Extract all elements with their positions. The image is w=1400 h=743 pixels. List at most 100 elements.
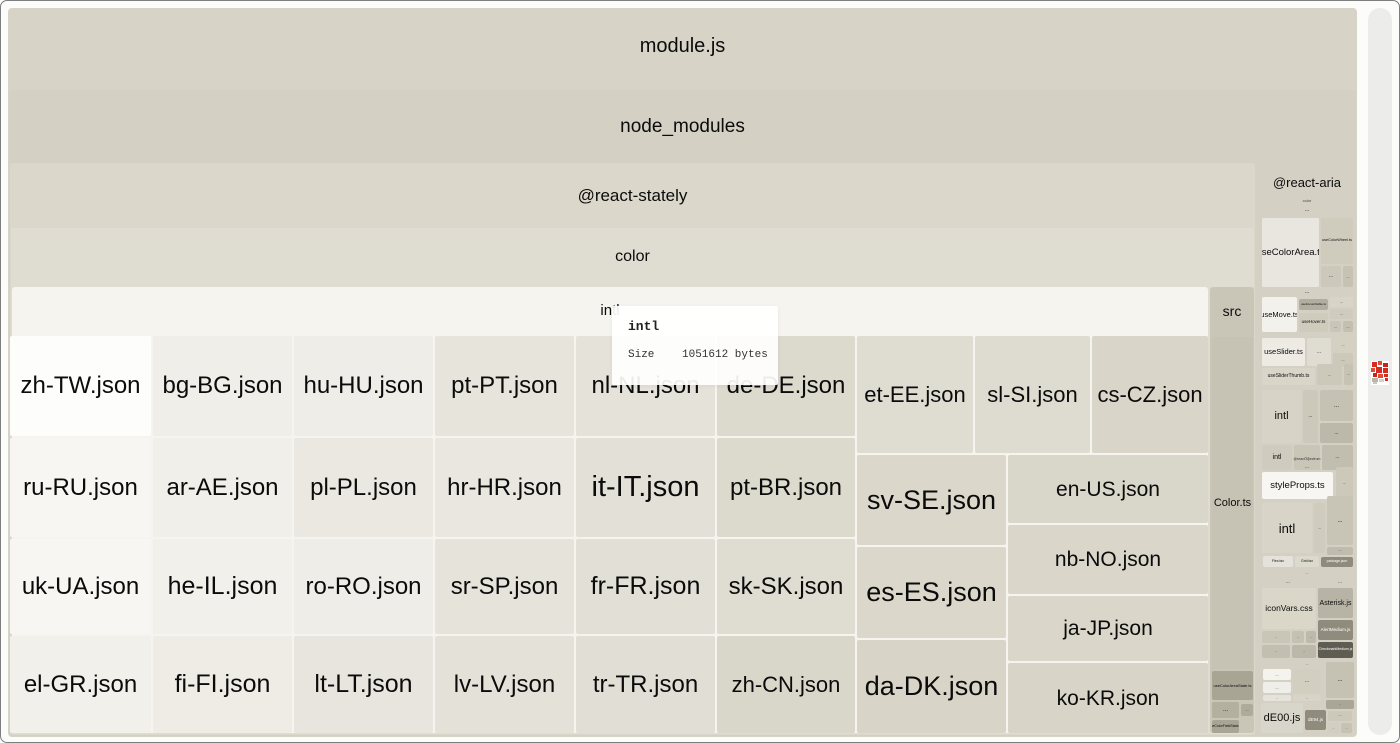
cell-usefocusvisible-ts[interactable]: useFocusVisible.ts — [1299, 299, 1328, 310]
cell-pt-pt-json[interactable]: pt-PT.json — [435, 336, 574, 436]
treemap-cell[interactable]: ... — [1263, 695, 1291, 701]
cell-tr-tr-json[interactable]: tr-TR.json — [576, 636, 715, 733]
cell-lv-lv-json[interactable]: lv-LV.json — [435, 636, 574, 733]
treemap-cell[interactable]: ... — [1343, 321, 1353, 332]
treemap-cell[interactable]: ... — [1262, 645, 1290, 658]
cell-bg-bg-json[interactable]: bg-BG.json — [153, 336, 292, 436]
cell-de94-js[interactable]: dE94.js — [1305, 710, 1326, 730]
treemap-cell[interactable]: ... — [1285, 578, 1291, 585]
treemap-cell[interactable]: ... — [1241, 704, 1253, 716]
treemap-cell[interactable]: ... — [1337, 578, 1343, 585]
cell-zh-cn-json[interactable]: zh-CN.json — [717, 636, 855, 733]
cell-da-dk-json[interactable]: da-DK.json — [857, 640, 1006, 733]
treemap-cell[interactable]: ... — [1328, 723, 1339, 733]
treemap-cell[interactable]: ... — [1333, 353, 1353, 366]
treemap-cell[interactable]: ... — [1317, 364, 1342, 385]
cell-sl-si-json[interactable]: sl-SI.json — [975, 336, 1090, 453]
cell-hu-hu-json[interactable]: hu-HU.json — [294, 336, 433, 436]
cell-styleprops-ts[interactable]: styleProps.ts — [1262, 472, 1333, 499]
cell-fr-fr-json[interactable]: fr-FR.json — [576, 539, 715, 634]
treemap-cell[interactable]: ... — [1326, 700, 1354, 709]
cell-ja-jp-json[interactable]: ja-JP.json — [1008, 596, 1208, 661]
cell-zh-tw-json[interactable]: zh-TW.json — [10, 336, 151, 436]
treemap-cell[interactable]: ... — [1305, 569, 1309, 575]
cell-usecolorfieldstate-ts[interactable]: useColorFieldState.ts — [1212, 720, 1239, 733]
treemap-cell[interactable]: ... — [1326, 662, 1354, 698]
cell-package-json[interactable]: package.json — [1321, 557, 1353, 567]
treemap-cell[interactable]: ... — [1304, 207, 1310, 213]
cell-sr-sp-json[interactable]: sr-SP.json — [435, 539, 574, 634]
treemap-cell[interactable]: ... — [1293, 695, 1321, 701]
treemap-cell[interactable]: ... — [1262, 631, 1290, 643]
cell-he-il-json[interactable]: he-IL.json — [153, 539, 292, 634]
cell-intl[interactable]: intl — [1262, 445, 1292, 470]
cell-cs-cz-json[interactable]: cs-CZ.json — [1092, 336, 1208, 453]
treemap-cell[interactable]: ... — [1292, 631, 1304, 643]
treemap-cell[interactable]: ... — [1305, 660, 1309, 666]
treemap-cell[interactable]: ... — [1320, 390, 1353, 421]
treemap-cell[interactable]: ... — [1330, 309, 1353, 319]
cell-ar-ae-json[interactable]: ar-AE.json — [153, 438, 292, 537]
cell-uk-ua-json[interactable]: uk-UA.json — [10, 539, 151, 634]
treemap-cell[interactable]: ... — [1330, 321, 1341, 332]
treemap-cell[interactable]: ... — [1263, 682, 1291, 693]
cell-intl[interactable]: intl — [1262, 503, 1312, 553]
cell-usecolorareastate-ts[interactable]: useColorAreaState.ts — [1212, 671, 1253, 700]
treemap-cell[interactable]: ... — [1327, 496, 1353, 545]
cell-checkmarkmedium-js[interactable]: CheckmarkMedium.js — [1318, 642, 1353, 658]
cell-useslider-ts[interactable]: useSlider.ts — [1262, 338, 1305, 366]
cell-iconvars-css[interactable]: iconVars.css — [1262, 588, 1316, 629]
cell-color-ts[interactable]: Color.ts — [1212, 337, 1253, 669]
cell-ko-kr-json[interactable]: ko-KR.json — [1008, 663, 1208, 733]
cell-flex-tsx[interactable]: Flex.tsx — [1263, 556, 1293, 567]
treemap-cell[interactable]: ... — [1314, 503, 1325, 553]
treemap-cell[interactable]: ... — [1306, 631, 1316, 643]
treemap-cell[interactable]: ... — [1322, 445, 1353, 470]
treemap-cell[interactable]: ... — [1333, 338, 1353, 351]
treemap-cell[interactable]: ... — [1212, 702, 1239, 718]
cell-pl-pl-json[interactable]: pl-PL.json — [294, 438, 433, 537]
cell-de00-js[interactable]: dE00.js — [1261, 703, 1303, 733]
cell-usesliderthumb-ts[interactable]: useSliderThumb.ts — [1262, 368, 1315, 385]
treemap-cell[interactable]: ... — [1330, 297, 1353, 307]
treemap-cell[interactable]: ... — [1304, 464, 1310, 470]
cell-alertmedium-js[interactable]: AlertMedium.js — [1318, 620, 1353, 640]
cell-es-es-json[interactable]: es-ES.json — [857, 547, 1006, 638]
cell-en-us-json[interactable]: en-US.json — [1008, 455, 1208, 523]
cell-pt-br-json[interactable]: pt-BR.json — [717, 438, 855, 537]
cell-ru-ru-json[interactable]: ru-RU.json — [10, 438, 151, 537]
cell-it-it-json[interactable]: it-IT.json — [576, 438, 715, 537]
cell-ro-ro-json[interactable]: ro-RO.json — [294, 539, 433, 634]
treemap-cell[interactable]: ... — [1341, 723, 1352, 733]
cell-grid-tsx[interactable]: Grid.tsx — [1295, 556, 1319, 567]
cell-nb-no-json[interactable]: nb-NO.json — [1008, 525, 1208, 594]
treemap-cell[interactable]: ... — [1304, 288, 1310, 295]
treemap-cell[interactable]: ... — [1303, 390, 1318, 443]
treemap-cell[interactable]: ... — [1343, 266, 1353, 287]
cell-fi-fi-json[interactable]: fi-FI.json — [153, 636, 292, 733]
cell-el-gr-json[interactable]: el-GR.json — [10, 636, 151, 733]
cell-sk-sk-json[interactable]: sk-SK.json — [717, 539, 855, 634]
cell-asterisk-js[interactable]: Asterisk.js — [1318, 588, 1353, 618]
cell-intl[interactable]: intl — [1262, 390, 1301, 443]
cell-usecolorwheel-ts[interactable]: useColorWheel.ts — [1321, 218, 1353, 264]
treemap-cell[interactable]: ... — [1328, 711, 1352, 721]
treemap-cell[interactable]: ... — [1292, 645, 1316, 658]
treemap-cell[interactable]: ... — [1327, 547, 1353, 555]
cell-usehover-ts[interactable]: useHover.ts — [1299, 313, 1328, 332]
treemap-cell[interactable]: ... — [1320, 423, 1353, 443]
cell-hr-hr-json[interactable]: hr-HR.json — [435, 438, 574, 537]
treemap-cell[interactable]: ... — [1293, 669, 1321, 693]
treemap-cell[interactable]: ... — [1336, 467, 1353, 499]
treemap-cell[interactable]: ... — [1307, 338, 1331, 366]
cell-et-ee-json[interactable]: et-EE.json — [857, 336, 973, 453]
cell-react-spectrum[interactable]: @react-spectrum — [1293, 457, 1321, 462]
treemap-cell[interactable]: ... — [1294, 445, 1320, 470]
treemap-cell[interactable]: ... — [1263, 669, 1291, 680]
cell-sv-se-json[interactable]: sv-SE.json — [857, 455, 1006, 545]
cell-usemove-ts[interactable]: useMove.ts — [1262, 297, 1297, 332]
treemap-cell[interactable]: ... — [1344, 364, 1353, 385]
cell-lt-lt-json[interactable]: lt-LT.json — [294, 636, 433, 733]
cell-usecolorarea-ts[interactable]: useColorArea.ts — [1262, 218, 1319, 287]
treemap-cell[interactable]: ... — [1321, 266, 1341, 287]
